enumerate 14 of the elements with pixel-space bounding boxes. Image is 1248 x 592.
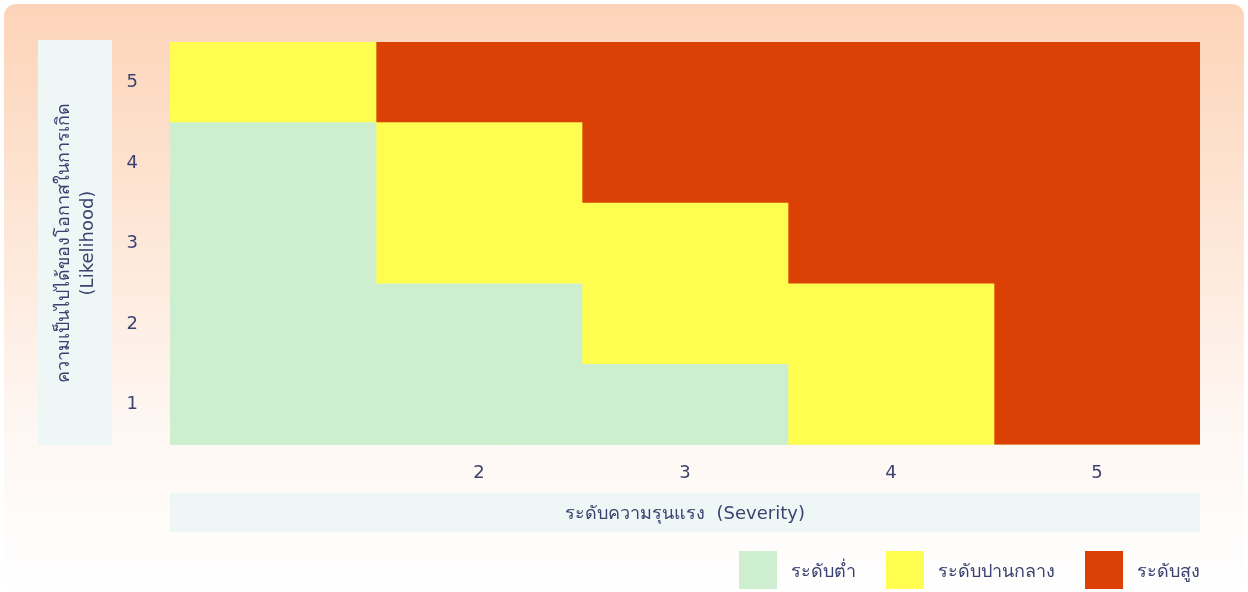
x-axis-title: ระดับความรุนแรง (Severity) xyxy=(170,493,1200,532)
y-tick-label: 3 xyxy=(126,231,138,253)
y-tick-label: 1 xyxy=(126,392,138,414)
legend-label: ระดับสูง xyxy=(1137,558,1200,584)
x-tick-label: 4 xyxy=(885,461,897,483)
x-tick-label: 5 xyxy=(1091,461,1103,483)
y-axis-title: ความเป็นไปได้ของโอกาสในการเกิด (Likelihood) xyxy=(51,102,98,383)
y-tick-label: 2 xyxy=(126,311,138,333)
x-tick-label: 3 xyxy=(679,461,691,483)
legend-label: ระดับปานกลาง xyxy=(938,558,1055,583)
legend-label: ระดับต่ำ xyxy=(791,557,856,583)
y-tick-label: 5 xyxy=(126,69,138,91)
x-tick-label: 2 xyxy=(473,461,485,483)
y-tick-label: 4 xyxy=(126,150,138,172)
